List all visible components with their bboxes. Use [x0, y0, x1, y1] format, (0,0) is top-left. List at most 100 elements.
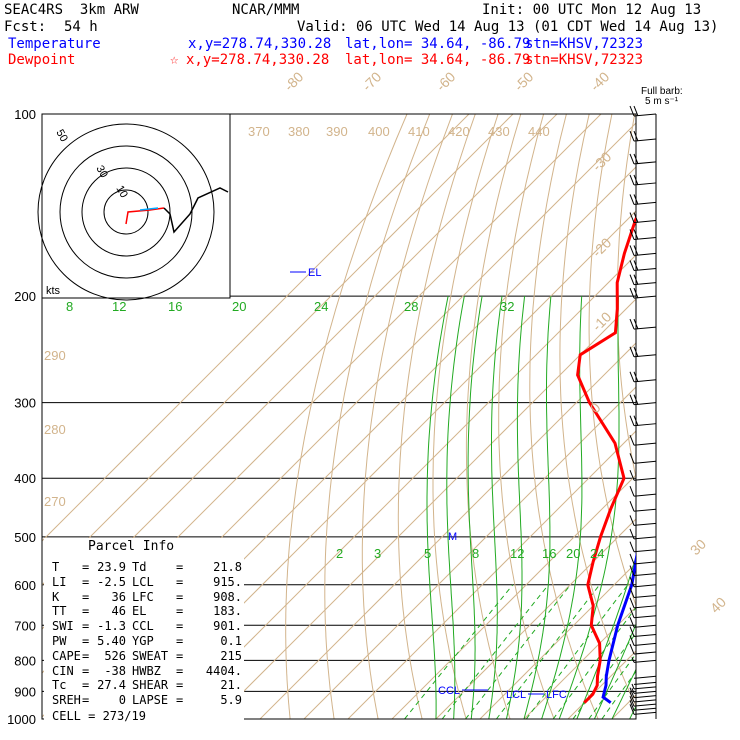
moist-adiabat	[629, 705, 636, 719]
ccl-marker-label: CCL	[438, 685, 460, 697]
mixing-ratio-line	[588, 652, 636, 719]
dry-adiabat	[671, 114, 740, 719]
mixing-ratio-label: 16	[168, 299, 182, 314]
theta-label: 400	[368, 124, 390, 139]
parcel-key: SREH	[52, 693, 81, 708]
isotherm-line	[42, 114, 470, 542]
pressure-tick-label: 200	[14, 289, 36, 304]
theta-label: 440	[528, 124, 550, 139]
sounding-series	[576, 214, 636, 704]
barb-staff	[633, 508, 657, 512]
mixing-ratio-line	[441, 584, 549, 719]
barb-flag	[629, 130, 635, 142]
isotherm-line	[215, 298, 636, 719]
wind-barb	[633, 675, 657, 679]
pressure-tick-label: 300	[14, 396, 36, 411]
moist-adiabat	[576, 554, 636, 719]
moist-adiabat	[523, 296, 552, 719]
barb-staff	[633, 561, 657, 565]
hodograph-trace-low	[125, 207, 165, 225]
parcel-value: 46	[111, 604, 126, 619]
isotherm-line	[303, 386, 636, 719]
equals-sign: =	[82, 663, 90, 678]
barb-flag	[629, 287, 635, 299]
barb-staff	[633, 681, 657, 685]
parcel-value: 27.4	[97, 678, 126, 693]
moist-adiabat	[426, 296, 449, 719]
barb-staff	[633, 703, 657, 707]
wind-barb	[629, 174, 657, 186]
temperature-line	[601, 551, 636, 704]
mixing-ratio-label: 8	[472, 546, 479, 561]
parcel-info-panel: Parcel Info T = 23.9 Td = 21.8 LI = -2.5 LCL = 915.…	[44, 538, 244, 723]
wind-barb	[633, 681, 657, 685]
isotherm-line	[479, 562, 636, 719]
barb-flag	[629, 318, 635, 330]
barb-flag	[629, 576, 635, 587]
parcel-key: HWBZ	[132, 663, 161, 678]
barb-flag	[629, 617, 635, 628]
mixing-ratio-label: 24	[314, 299, 328, 314]
moist-adiabat	[593, 623, 636, 719]
mixing-ratio-label: 16	[542, 546, 556, 561]
theta-label: 380	[288, 124, 310, 139]
parcel-info-title: Parcel Info	[88, 539, 175, 554]
wind-barb	[629, 153, 657, 165]
parcel-key: EL	[132, 604, 147, 619]
equals-sign: =	[176, 560, 184, 574]
hodograph-trace-mid	[139, 207, 159, 211]
barb-flag	[633, 415, 639, 426]
parcel-cell: CELL = 273/19	[52, 709, 146, 723]
init-time: Init: 00 UTC Mon 12 Aug 13	[482, 2, 702, 18]
equals-sign: =	[176, 589, 184, 604]
dry-adiabat	[361, 114, 453, 719]
parcel-value: 915.	[213, 574, 242, 589]
parcel-key: LFC	[132, 589, 154, 604]
lcl-marker-label: LCL	[506, 689, 526, 701]
dry-adiabat	[285, 114, 408, 719]
dewpoint-stn: stn=KHSV,72323	[525, 52, 644, 68]
barb-flag	[629, 643, 635, 655]
lfc-marker-label: LFC	[546, 689, 567, 701]
equals-sign: =	[82, 678, 90, 693]
mixing-ratio-label: 3	[374, 546, 381, 561]
wind-barb	[629, 229, 657, 240]
equals-sign: =	[82, 648, 90, 663]
hodograph-ring-label: 50	[53, 128, 70, 145]
barb-staff	[633, 549, 657, 553]
mixing-ratio-label: 12	[112, 299, 126, 314]
star-icon: ☆	[170, 52, 179, 68]
parcel-key: SWI	[52, 619, 74, 634]
barb-staff	[633, 651, 657, 655]
barb-flag	[633, 371, 639, 382]
parcel-value: 5.9	[220, 693, 242, 708]
parcel-value: 908.	[213, 589, 242, 604]
isotherm-line	[700, 114, 740, 719]
barb-staff	[633, 595, 657, 599]
parcel-value: 4404.	[205, 663, 242, 678]
moist-adiabat	[611, 668, 636, 719]
mixing-ratio-line	[404, 584, 514, 719]
parcel-value: 526	[104, 648, 126, 663]
parcel-value: -1.3	[97, 619, 126, 634]
moist-adiabat	[505, 296, 526, 719]
barb-flag	[629, 626, 635, 637]
dry-adiabat	[559, 114, 636, 708]
equals-sign: =	[82, 693, 90, 708]
dewpoint-line	[576, 214, 636, 704]
barb-staff	[633, 634, 657, 638]
dry-adiabat	[723, 114, 740, 719]
theta-label: 290	[44, 348, 66, 363]
equals-sign: =	[82, 574, 90, 589]
dry-adiabat	[588, 114, 636, 607]
wind-barb	[629, 626, 657, 638]
chart-frame	[41, 113, 637, 720]
parcel-key: PW	[52, 634, 67, 648]
equals-sign: =	[82, 619, 90, 634]
wind-barb	[629, 274, 657, 286]
barb-staff	[633, 686, 657, 690]
barb-staff	[633, 584, 657, 588]
barb-flag	[629, 501, 635, 512]
barb-flag	[629, 453, 635, 464]
barb-flag	[629, 194, 635, 205]
